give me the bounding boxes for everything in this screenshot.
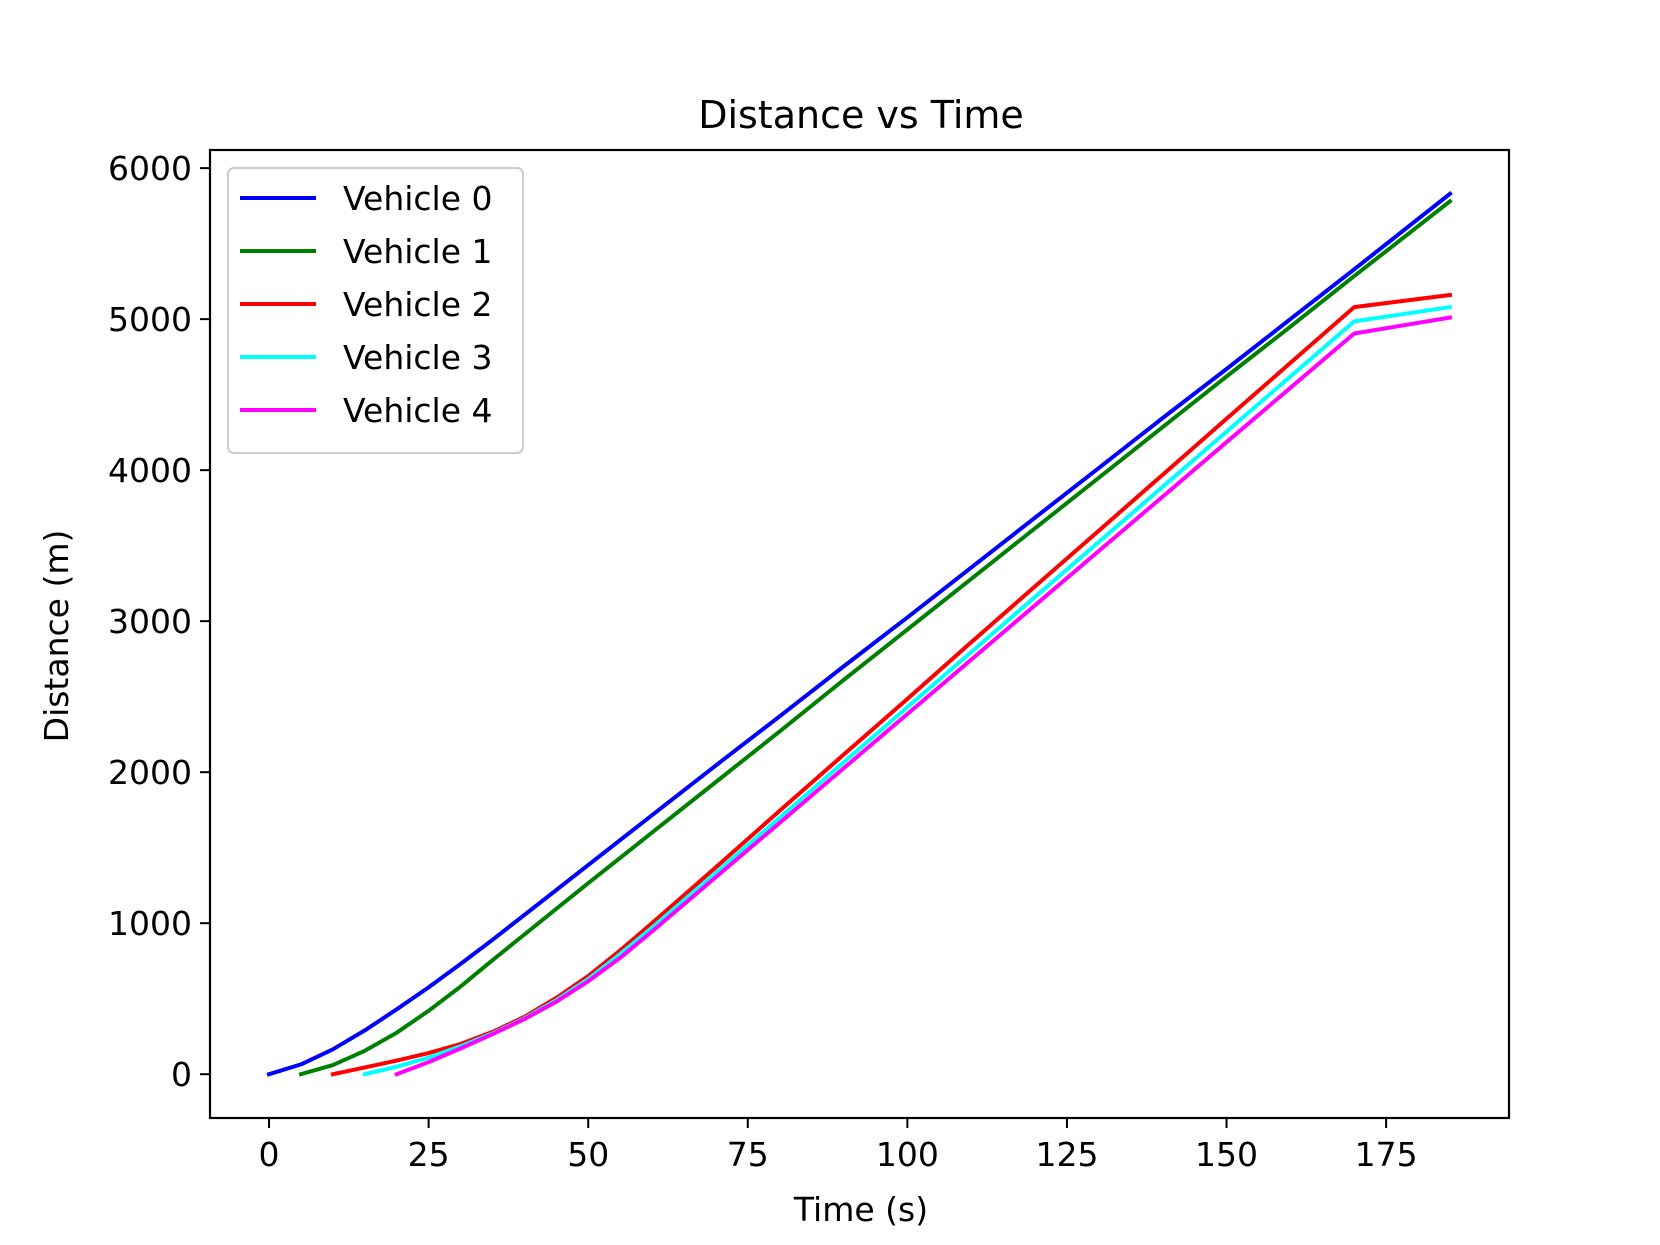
plot-area: 0 25 50 75 100 125 150 175 0 1000 2000 3000 4000 5000… (108, 148, 1511, 1174)
x-tick-label-7: 175 (1355, 1135, 1418, 1174)
y-tick-label-1: 1000 (108, 904, 192, 943)
legend-label-1: Vehicle 1 (343, 232, 493, 271)
y-tick-label-2: 2000 (108, 753, 192, 792)
series-line-4 (394, 315, 1453, 1077)
legend-label-2: Vehicle 2 (343, 285, 493, 324)
x-tick-label-6: 150 (1195, 1135, 1258, 1174)
x-tick-label-0: 0 (259, 1135, 280, 1174)
y-tick-label-5: 5000 (108, 300, 192, 339)
y-tick-label-6: 6000 (108, 149, 192, 188)
x-tick-label-1: 25 (408, 1135, 450, 1174)
series-line-1 (298, 198, 1453, 1077)
y-tick-label-3: 3000 (108, 602, 192, 641)
x-axis-label: Time (s) (793, 1190, 928, 1229)
x-tick-label-2: 50 (567, 1135, 609, 1174)
legend: Vehicle 0 Vehicle 1 Vehicle 2 Vehicle 3 Vehi… (227, 167, 524, 454)
legend-label-4: Vehicle 4 (343, 391, 493, 430)
series-line-0 (266, 190, 1453, 1077)
legend-label-3: Vehicle 3 (343, 338, 493, 377)
x-tick-label-4: 100 (876, 1135, 939, 1174)
y-tick-label-0: 0 (171, 1055, 192, 1094)
x-tick-label-3: 75 (727, 1135, 769, 1174)
legend-box (227, 167, 524, 454)
y-axis-label: Distance (m) (37, 530, 76, 743)
series-line-2 (330, 292, 1453, 1077)
legend-label-0: Vehicle 0 (343, 179, 493, 218)
chart-title: Distance vs Time (698, 93, 1024, 137)
axes-frame (208, 148, 1511, 1120)
x-tick-label-5: 125 (1035, 1135, 1098, 1174)
y-tick-label-4: 4000 (108, 451, 192, 490)
